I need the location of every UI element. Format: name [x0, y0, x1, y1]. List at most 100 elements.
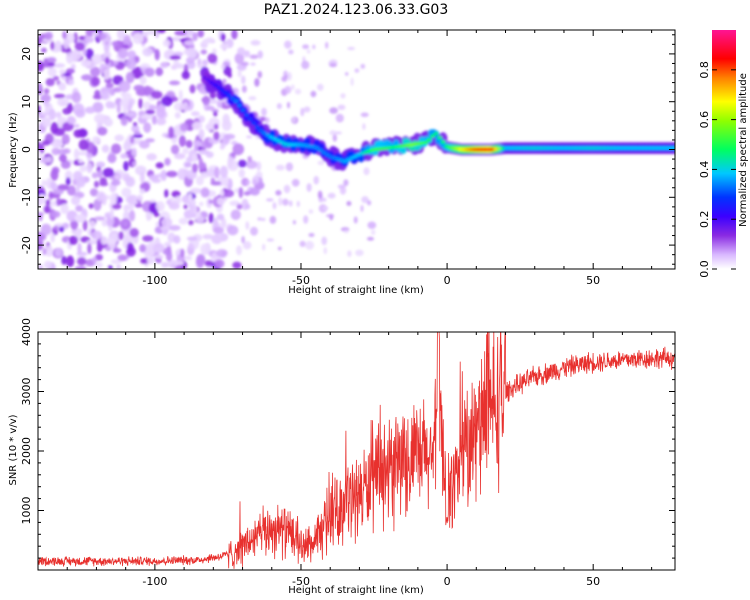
- heatmap-cell: [288, 200, 293, 207]
- ridge-core: [342, 159, 348, 164]
- heatmap-cell: [120, 116, 128, 126]
- heatmap-cell: [65, 68, 75, 74]
- heatmap-cell: [325, 214, 335, 218]
- heatmap-cell: [95, 161, 106, 168]
- heatmap-cell: [221, 64, 226, 70]
- ridge-core: [479, 147, 485, 152]
- ridge-core: [517, 146, 523, 150]
- heatmap-cell: [261, 217, 266, 222]
- heatmap-cell: [123, 204, 129, 212]
- heatmap-cell: [262, 243, 266, 251]
- colorbar-tick-label: 0.6: [698, 111, 711, 129]
- heatmap-cell: [168, 126, 175, 139]
- heatmap-cell: [247, 156, 252, 163]
- ridge-core: [251, 121, 257, 126]
- heatmap-cell: [76, 257, 87, 266]
- heatmap-cell: [93, 216, 106, 221]
- heatmap-cell: [332, 134, 337, 142]
- heatmap-cell: [292, 116, 296, 123]
- heatmap-cell: [92, 136, 101, 144]
- heatmap-cell: [105, 82, 114, 89]
- heatmap-cell: [183, 204, 188, 210]
- heatmap-cell: [198, 149, 210, 155]
- heatmap-cell: [287, 101, 290, 109]
- heatmap-cell: [133, 130, 141, 135]
- spectrogram-xlabel: Height of straight line (km): [288, 285, 424, 296]
- heatmap-cell: [117, 48, 128, 59]
- heatmap-cell: [190, 187, 202, 194]
- y-tick-label: 1000: [20, 497, 33, 525]
- ridge-core: [615, 146, 621, 150]
- heatmap-cell: [184, 255, 192, 261]
- heatmap-cell: [156, 30, 166, 34]
- heatmap-cell: [284, 40, 292, 49]
- heatmap-cell: [103, 68, 111, 80]
- heatmap-cell: [40, 94, 51, 103]
- heatmap-cell: [160, 62, 169, 69]
- heatmap-cell: [145, 109, 155, 115]
- x-tick-label: -100: [142, 274, 167, 287]
- heatmap-cell: [195, 256, 205, 269]
- heatmap-cell: [189, 84, 196, 94]
- ridge-core: [202, 76, 208, 80]
- heatmap-cell: [78, 158, 84, 164]
- heatmap-cell: [143, 122, 152, 133]
- heatmap-cell: [41, 140, 51, 146]
- heatmap-cell: [91, 230, 103, 240]
- heatmap-cell: [116, 103, 121, 114]
- heatmap-cell: [350, 77, 354, 87]
- heatmap-cell: [257, 71, 263, 79]
- heatmap-cell: [198, 162, 207, 170]
- heatmap-cell: [214, 166, 220, 179]
- heatmap-cell: [166, 170, 178, 178]
- heatmap-cell: [241, 61, 249, 66]
- ridge-core: [272, 137, 278, 141]
- heatmap-cell: [196, 211, 202, 217]
- heatmap-cell: [129, 228, 139, 238]
- heatmap-cell: [91, 149, 96, 157]
- heatmap-cell: [169, 55, 181, 60]
- heatmap-cell: [86, 162, 93, 174]
- heatmap-cell: [77, 242, 82, 254]
- heatmap-cell: [184, 162, 192, 168]
- heatmap-cell: [219, 144, 225, 150]
- heatmap-cell: [52, 189, 64, 195]
- heatmap-cell: [77, 176, 86, 188]
- y-tick-label: 4000: [20, 318, 33, 346]
- ridge-core: [622, 146, 628, 150]
- heatmap-cell: [101, 144, 110, 153]
- heatmap-cell: [284, 85, 292, 94]
- ridge-band: [303, 137, 311, 146]
- ridge-core: [279, 140, 285, 145]
- heatmap-cell: [139, 171, 145, 184]
- heatmap-cell: [340, 93, 346, 99]
- heatmap-cell: [183, 102, 189, 113]
- heatmap-cell: [266, 198, 274, 202]
- heatmap-cell: [360, 112, 369, 118]
- x-tick-label: -50: [292, 575, 310, 588]
- heatmap-cell: [38, 199, 42, 207]
- heatmap-cell: [139, 244, 147, 253]
- heatmap-cell: [43, 58, 49, 68]
- heatmap-cell: [138, 98, 143, 109]
- snr-panel: -100 -50 0 50 1000 2000 3000 4000 Height of str…: [8, 318, 676, 596]
- heatmap-cell: [300, 107, 305, 117]
- heatmap-cell: [199, 201, 204, 207]
- ridge-core: [205, 78, 211, 83]
- heatmap-cell: [38, 112, 49, 117]
- ridge-core: [577, 146, 583, 150]
- heatmap-cell: [173, 102, 185, 112]
- heatmap-cell: [327, 192, 336, 199]
- heatmap-cell: [133, 84, 145, 92]
- heatmap-cell: [254, 78, 260, 87]
- heatmap-cell: [322, 206, 329, 211]
- heatmap-cell: [246, 160, 258, 169]
- heatmap-cell: [173, 235, 181, 244]
- heatmap-cell: [154, 254, 164, 259]
- ridge-core: [261, 131, 267, 135]
- heatmap-cell: [88, 203, 94, 209]
- heatmap-cell: [122, 210, 131, 221]
- y-tick-label: 20: [20, 47, 33, 61]
- heatmap-cell: [38, 152, 43, 158]
- heatmap-cell: [219, 43, 230, 50]
